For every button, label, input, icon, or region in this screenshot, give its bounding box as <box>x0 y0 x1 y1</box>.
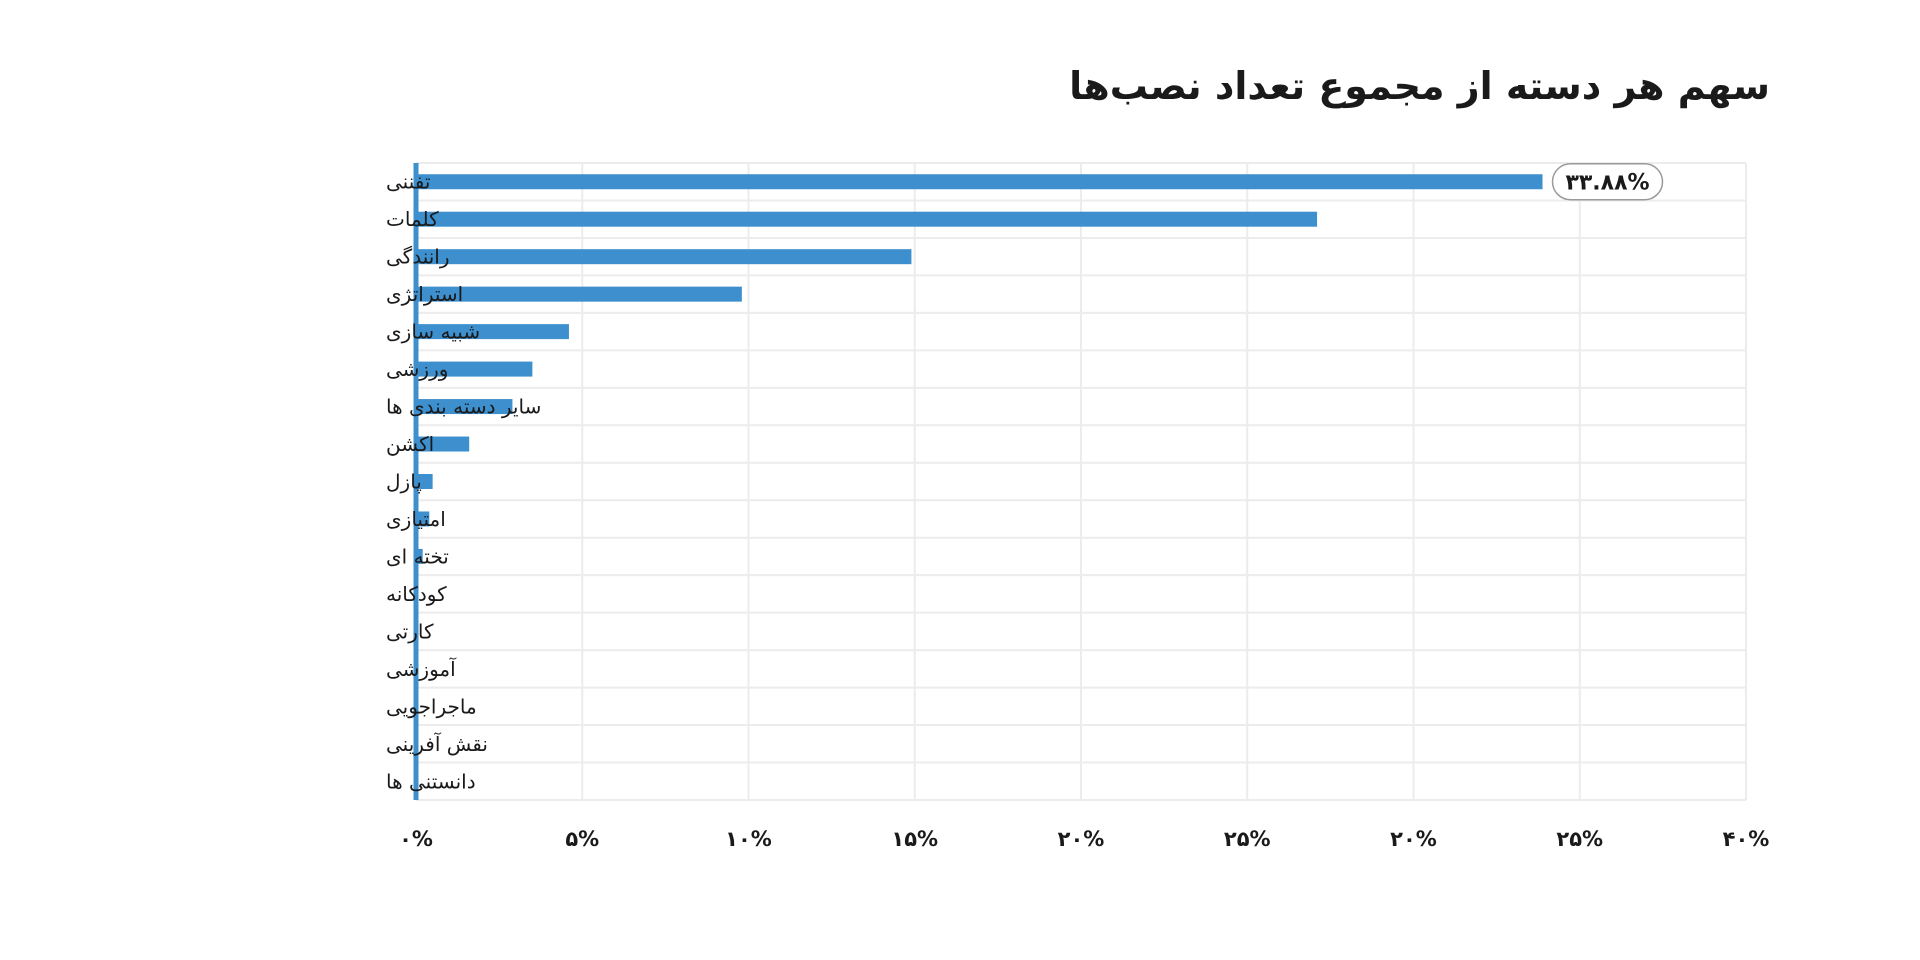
bar <box>416 436 470 452</box>
bar <box>416 361 533 377</box>
bar <box>416 286 742 302</box>
category-label: تخته ای <box>386 544 449 568</box>
bars <box>416 174 1543 789</box>
bar <box>416 324 569 340</box>
data-label: ۳۳.۸۸% <box>1565 171 1649 196</box>
category-label: نقش آفرینی <box>386 731 488 756</box>
category-label: پازل <box>386 470 422 495</box>
x-tick-label: ۲۰% <box>1058 827 1105 851</box>
grid-lines <box>415 162 1747 801</box>
category-label: استراتژی <box>386 282 463 306</box>
x-tick-label: ۰% <box>399 827 433 851</box>
x-tick-label: ۲۵% <box>1224 827 1271 851</box>
x-tick-labels: ۰% ۵% ۱۰% ۱۵% ۲۰% ۲۵% ۲۰% ۲۵% ۴۰% <box>399 827 1769 851</box>
x-tick-label: ۵% <box>565 827 599 851</box>
category-label: کلمات <box>386 207 439 231</box>
category-label: دانستنی ها <box>386 769 476 793</box>
category-label: کارتی <box>386 619 434 643</box>
bar <box>416 474 433 489</box>
category-label: اکشن <box>386 432 434 456</box>
bar <box>416 548 423 564</box>
x-tick-label: ۴۰% <box>1723 827 1770 851</box>
category-label: ماجراجویی <box>386 694 477 718</box>
bar <box>416 399 513 415</box>
bar <box>416 174 1543 190</box>
chart-title: سهم هر دسته از مجموع تعداد نصب‌ها <box>1069 64 1770 108</box>
category-label: تفننی <box>386 170 430 194</box>
category-label: سایر دسته بندی ها <box>386 395 541 419</box>
data-labels: ۳۳.۸۸% <box>1551 162 1664 201</box>
category-labels: تفننی کلمات رانندگی استراتژی شبیه سازی ورزشی س… <box>386 170 541 794</box>
category-label: امتیازی <box>386 507 446 531</box>
category-label: رانندگی <box>386 245 450 269</box>
bar <box>416 211 1318 227</box>
x-tick-label: ۲۰% <box>1390 827 1437 851</box>
data-label-box <box>1551 162 1664 201</box>
x-tick-label: ۲۵% <box>1556 827 1603 851</box>
x-tick-label: ۱۰% <box>725 827 772 851</box>
x-tick-label: ۱۵% <box>891 827 938 851</box>
bar <box>416 249 912 265</box>
bar <box>416 511 430 527</box>
category-label: شبیه سازی <box>386 320 480 344</box>
category-label: کودکانه <box>386 582 447 606</box>
category-label: ورزشی <box>386 357 448 381</box>
category-label: آموزشی <box>386 656 457 681</box>
